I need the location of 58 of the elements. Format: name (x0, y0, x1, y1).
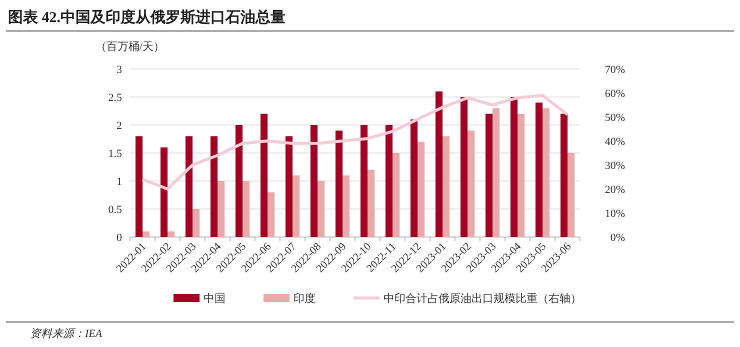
bar (160, 147, 168, 237)
bar (286, 136, 292, 237)
bar (318, 181, 324, 237)
bar (486, 114, 492, 237)
bar (542, 108, 550, 237)
bar (310, 125, 318, 237)
bar (268, 192, 274, 237)
bar (186, 136, 192, 237)
bar (386, 125, 392, 237)
legend-label: 中国 (204, 292, 226, 305)
bar (342, 175, 350, 237)
chart-title: 图表 42.中国及印度从俄罗斯进口石油总量 (8, 8, 286, 26)
text: 资料来源：IEA (30, 327, 102, 340)
y2-tick-label: 10% (604, 208, 625, 220)
y2-tick-label: 70% (604, 64, 625, 76)
bar (442, 136, 450, 237)
bar (418, 142, 424, 237)
bar (460, 97, 468, 237)
y-tick-label: 2 (116, 120, 122, 132)
bar (242, 181, 250, 237)
y-tick-label: 1.5 (108, 148, 122, 160)
line-series (141, 94, 569, 190)
y-tick-label: 0.5 (108, 204, 122, 216)
bar (336, 130, 342, 237)
legend-label: 中印合计占俄原油出口规模比重（右轴） (384, 292, 582, 305)
y-tick-label: 2.5 (108, 92, 122, 104)
bar (392, 153, 400, 237)
bar (142, 231, 150, 237)
y2-tick-label: 0% (610, 232, 625, 244)
bar (510, 97, 518, 237)
legend-label: 印度 (294, 292, 316, 305)
bar (518, 114, 524, 237)
bar (218, 181, 224, 237)
bar (468, 130, 474, 237)
bar (192, 209, 200, 237)
bar (436, 91, 442, 237)
y-axis-title: （百万桶/天） (95, 41, 165, 53)
y-tick-label: 0 (116, 232, 122, 244)
y2-tick-label: 50% (604, 112, 625, 124)
y2-tick-label: 60% (604, 88, 625, 100)
y-tick-label: 1 (116, 176, 122, 188)
bar (168, 231, 174, 237)
bar (410, 119, 418, 237)
y2-tick-label: 30% (604, 160, 625, 172)
bar (360, 125, 368, 237)
y2-tick-label: 40% (604, 136, 625, 148)
bar (560, 114, 568, 237)
bar (536, 102, 542, 237)
bar (236, 125, 242, 237)
bar (292, 175, 300, 237)
bar (136, 136, 142, 237)
bar (210, 136, 218, 237)
bar (368, 170, 374, 237)
y-tick-label: 3 (116, 64, 122, 76)
y2-tick-label: 20% (604, 184, 625, 196)
bar (492, 108, 500, 237)
bar (260, 114, 268, 237)
bar (568, 153, 574, 237)
